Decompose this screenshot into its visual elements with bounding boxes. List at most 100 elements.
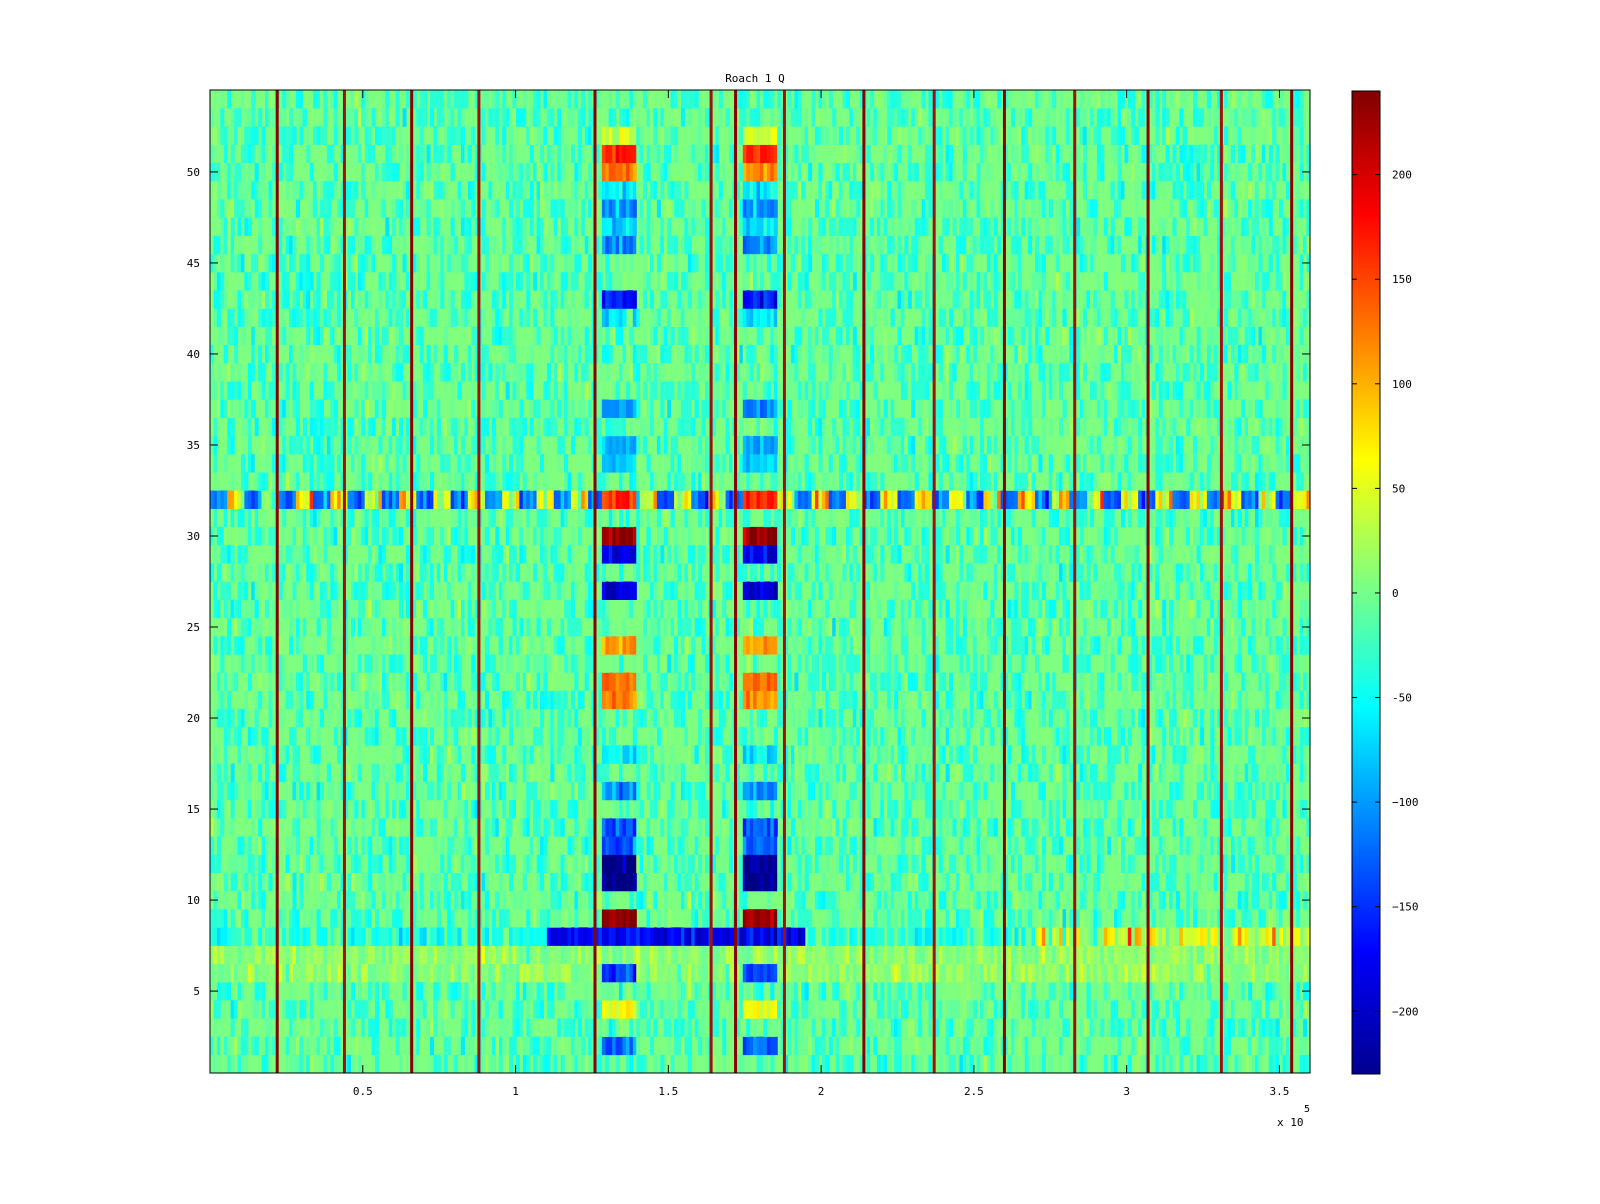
heatmap-cell <box>1296 799 1301 819</box>
heatmap-cell <box>1052 745 1057 764</box>
heatmap-cell <box>388 1000 393 1019</box>
heatmap-cell <box>753 1000 758 1019</box>
heatmap-cell <box>835 909 840 928</box>
heatmap-cell <box>1299 690 1304 710</box>
heatmap-cell <box>876 1054 881 1074</box>
heatmap-cell <box>464 799 469 819</box>
heatmap-cell <box>849 781 854 801</box>
heatmap-cell <box>223 1036 228 1056</box>
heatmap-cell <box>333 945 338 965</box>
heatmap-cell <box>983 1054 988 1074</box>
heatmap-cell <box>756 836 761 855</box>
heatmap-cell <box>1217 1054 1222 1074</box>
heatmap-cell <box>381 763 386 783</box>
heatmap-cell <box>959 818 964 837</box>
heatmap-cell <box>821 1036 826 1056</box>
heatmap-cell <box>815 836 820 855</box>
heatmap-cell <box>247 690 252 710</box>
heatmap-cell <box>1021 927 1026 946</box>
heatmap-cell <box>1100 872 1105 892</box>
heatmap-cell <box>608 854 613 874</box>
heatmap-cell <box>1272 818 1277 837</box>
heatmap-cell <box>625 854 630 874</box>
heatmap-cell <box>399 654 404 673</box>
heatmap-cell <box>900 927 905 946</box>
heatmap-cell <box>742 672 747 692</box>
heatmap-cell <box>1169 745 1174 764</box>
heatmap-cell <box>1004 836 1009 855</box>
heatmap-cell <box>705 745 710 764</box>
heatmap-cell <box>399 927 404 946</box>
heatmap-cell <box>760 909 765 928</box>
heatmap-cell <box>265 872 270 892</box>
heatmap-cell <box>942 799 947 819</box>
heatmap-cell <box>1200 745 1205 764</box>
heatmap-cell <box>718 981 723 1001</box>
heatmap-cell <box>491 963 496 983</box>
heatmap-cell <box>230 963 235 983</box>
heatmap-cell <box>436 654 441 673</box>
heatmap-cell <box>1069 1054 1074 1074</box>
heatmap-cell <box>522 672 527 692</box>
heatmap-cell <box>694 909 699 928</box>
heatmap-cell <box>619 945 624 965</box>
heatmap-cell <box>993 1018 998 1037</box>
heatmap-cell <box>756 745 761 764</box>
heatmap-cell <box>1261 672 1266 692</box>
heatmap-cell <box>801 1000 806 1019</box>
heatmap-cell <box>997 1000 1002 1019</box>
heatmap-cell <box>1210 1000 1215 1019</box>
heatmap-cell <box>1261 818 1266 837</box>
heatmap-cell <box>450 872 455 892</box>
heatmap-cell <box>725 981 730 1001</box>
heatmap-cell <box>430 818 435 837</box>
heatmap-cell <box>773 745 778 764</box>
heatmap-cell <box>234 927 239 946</box>
heatmap-cell <box>663 909 668 928</box>
heatmap-cell <box>309 909 314 928</box>
heatmap-cell <box>1024 854 1029 874</box>
heatmap-cell <box>567 836 572 855</box>
heatmap-cell <box>1248 854 1253 874</box>
heatmap-cell <box>423 799 428 819</box>
heatmap-cell <box>918 672 923 692</box>
heatmap-cell <box>395 945 400 965</box>
heatmap-cell <box>1096 799 1101 819</box>
heatmap-cell <box>519 654 524 673</box>
heatmap-cell <box>1038 708 1043 728</box>
heatmap-cell <box>684 945 689 965</box>
heatmap-cell <box>1014 945 1019 965</box>
heatmap-cell <box>1041 799 1046 819</box>
heatmap-cell <box>1065 927 1070 946</box>
heatmap-cell <box>354 727 359 746</box>
heatmap-cell <box>584 945 589 965</box>
heatmap-cell <box>608 672 613 692</box>
heatmap-cell <box>1000 799 1005 819</box>
heatmap-cell <box>371 963 376 983</box>
heatmap-cell <box>309 672 314 692</box>
heatmap-cell <box>739 1000 744 1019</box>
heatmap-cell <box>354 909 359 928</box>
heatmap-cell <box>519 981 524 1001</box>
heatmap-cell <box>1117 836 1122 855</box>
heatmap-cell <box>1241 854 1246 874</box>
heatmap-cell <box>856 890 861 910</box>
heatmap-cell <box>323 818 328 837</box>
heatmap-cell <box>1127 818 1132 837</box>
heatmap-cell <box>210 654 215 673</box>
heatmap-cell <box>1265 927 1270 946</box>
heatmap-cell <box>309 781 314 801</box>
heatmap-cell <box>529 854 534 874</box>
heatmap-cell <box>306 1000 311 1019</box>
heatmap-cell <box>897 981 902 1001</box>
heatmap-cell <box>471 1036 476 1056</box>
heatmap-cell <box>1248 909 1253 928</box>
heatmap-cell <box>687 854 692 874</box>
heatmap-cell <box>1038 927 1043 946</box>
heatmap-cell <box>412 854 417 874</box>
heatmap-cell <box>323 890 328 910</box>
heatmap-cell <box>883 1054 888 1074</box>
heatmap-cell <box>491 654 496 673</box>
heatmap-cell <box>433 854 438 874</box>
heatmap-cell <box>1134 927 1139 946</box>
